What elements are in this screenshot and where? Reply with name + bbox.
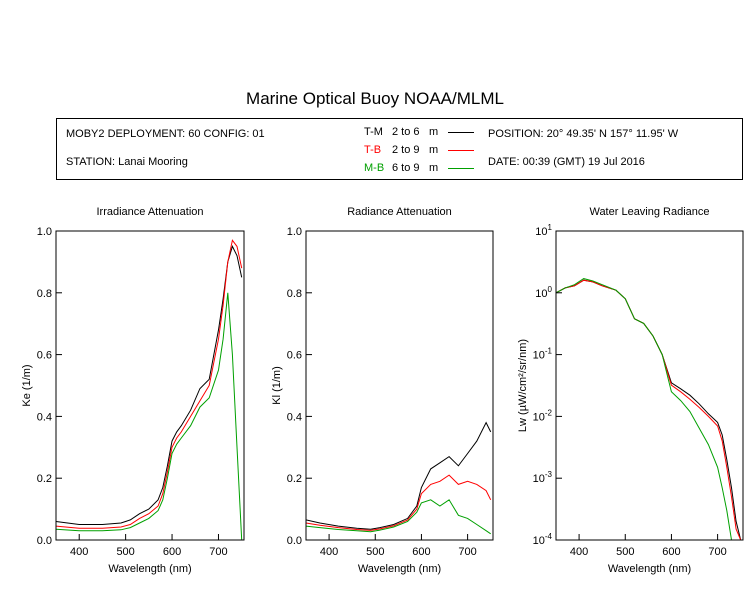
- legend-code-tb: T-B: [364, 144, 382, 156]
- series-line-t-b: [305, 474, 492, 531]
- x-axis-label: Wavelength (nm): [108, 563, 191, 575]
- legend-code-mb: M-B: [364, 162, 385, 174]
- x-axis-label: Wavelength (nm): [358, 563, 441, 575]
- chart-title: Water Leaving Radiance: [589, 206, 709, 218]
- y-tick-label: 10-4: [533, 532, 553, 547]
- legend-range-tb: 2 to 9: [392, 144, 420, 156]
- x-tick-label: 500: [366, 546, 384, 558]
- y-tick-label: 0.8: [287, 288, 302, 300]
- plot-frame: [555, 230, 744, 541]
- y-axis-label: Ke (1/m): [21, 364, 33, 406]
- position-label: POSITION: 20° 49.35' N 157° 11.95' W: [488, 128, 679, 140]
- x-tick-label: 700: [458, 546, 476, 558]
- legend-range-tm: 2 to 6: [392, 126, 420, 138]
- x-axis-label: Wavelength (nm): [608, 563, 691, 575]
- info-box: MOBY2 DEPLOYMENT: 60 CONFIG: 01 STATION:…: [56, 118, 743, 180]
- series-line-t-m: [555, 279, 742, 541]
- page-title: Marine Optical Buoy NOAA/MLML: [246, 89, 504, 108]
- x-tick-label: 500: [116, 546, 134, 558]
- legend-unit-tb: m: [429, 144, 439, 156]
- legend-unit-mb: m: [429, 162, 439, 174]
- plot-frame: [305, 230, 494, 541]
- x-tick-label: 400: [70, 546, 88, 558]
- y-tick-label: 100: [535, 285, 552, 300]
- y-tick-label: 0.2: [37, 473, 52, 485]
- series-line-t-m: [305, 421, 492, 530]
- plot-frame: [55, 230, 245, 541]
- legend-line-tb: [448, 150, 474, 151]
- x-tick-label: 700: [708, 546, 726, 558]
- y-tick-label: 0.0: [287, 535, 302, 547]
- legend-unit-tm: m: [429, 126, 439, 138]
- chart-title: Radiance Attenuation: [347, 206, 452, 218]
- y-tick-label: 10-1: [533, 347, 553, 362]
- legend-code-tm: T-M: [364, 126, 383, 138]
- x-tick-label: 600: [163, 546, 181, 558]
- x-tick-label: 600: [662, 546, 680, 558]
- y-axis-label: Lw (µW/cm²/sr/nm): [517, 339, 529, 432]
- x-tick-label: 700: [209, 546, 227, 558]
- y-axis-label: Kl (1/m): [271, 366, 283, 405]
- deployment-label: MOBY2 DEPLOYMENT: 60 CONFIG: 01: [66, 128, 265, 140]
- y-tick-label: 0.8: [37, 288, 52, 300]
- date-label: DATE: 00:39 (GMT) 19 Jul 2016: [488, 156, 645, 168]
- x-tick-label: 600: [412, 546, 430, 558]
- y-tick-label: 10-3: [533, 470, 553, 485]
- y-tick-label: 0.4: [287, 411, 302, 423]
- y-tick-label: 101: [535, 223, 552, 238]
- y-tick-label: 10-2: [533, 408, 553, 423]
- y-tick-label: 0.2: [287, 473, 302, 485]
- series-line-m-b: [555, 278, 741, 541]
- y-tick-label: 0.6: [37, 350, 52, 362]
- legend-line-tm: [448, 132, 474, 133]
- series-line-t-b: [55, 239, 243, 529]
- series-line-t-b: [555, 279, 742, 541]
- legend-line-mb: [448, 168, 474, 169]
- series-line-m-b: [55, 292, 243, 541]
- x-tick-label: 400: [570, 546, 588, 558]
- y-tick-label: 1.0: [37, 226, 52, 238]
- series-line-m-b: [305, 499, 491, 535]
- y-tick-label: 0.4: [37, 411, 52, 423]
- y-tick-label: 0.0: [37, 535, 52, 547]
- station-label: STATION: Lanai Mooring: [66, 156, 188, 168]
- x-tick-label: 500: [616, 546, 634, 558]
- x-tick-label: 400: [320, 546, 338, 558]
- chart-title: Irradiance Attenuation: [96, 206, 203, 218]
- y-tick-label: 1.0: [287, 226, 302, 238]
- legend-range-mb: 6 to 9: [392, 162, 420, 174]
- y-tick-label: 0.6: [287, 350, 302, 362]
